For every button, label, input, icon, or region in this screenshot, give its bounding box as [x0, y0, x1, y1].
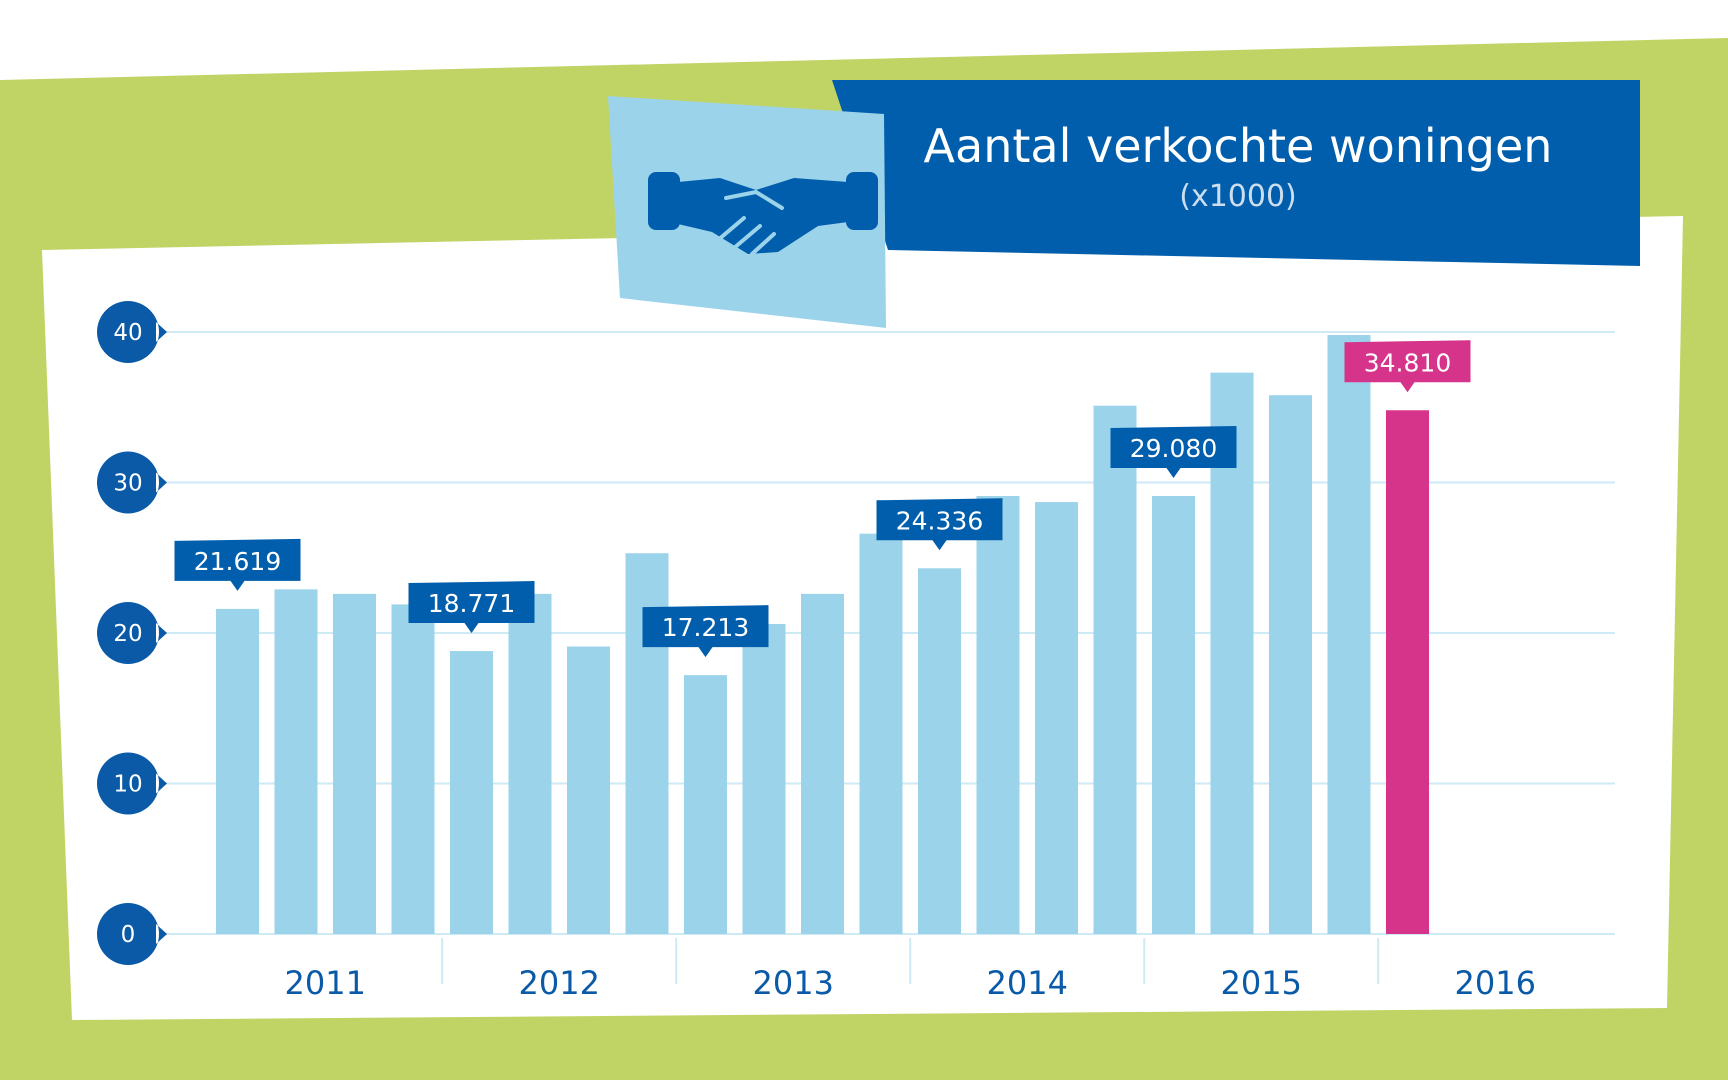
year-label: 2014: [987, 964, 1068, 1002]
y-tick-label: 0: [121, 922, 136, 948]
callout-label: 21.619: [194, 547, 281, 576]
bar: [1035, 502, 1078, 934]
callout-label: 29.080: [1130, 434, 1217, 463]
callout-box: [408, 581, 535, 634]
bars: [216, 335, 1429, 935]
y-tick-marker: [97, 301, 167, 363]
callout-box: [876, 498, 1003, 551]
callout-label: 17.213: [662, 613, 749, 642]
callout-label: 18.771: [428, 589, 515, 618]
bar: [391, 604, 435, 934]
bar: [1386, 410, 1429, 934]
bar: [1327, 335, 1371, 934]
bar: [567, 646, 610, 934]
y-tick-marker: [97, 903, 167, 965]
bar: [450, 651, 493, 934]
callout-label: 24.336: [896, 506, 983, 535]
y-tick-marker: [97, 752, 167, 815]
chart-title: Aantal verkochte woningen: [924, 119, 1553, 173]
chart-subtitle: (x1000): [1179, 179, 1297, 214]
y-tick-label: 40: [113, 320, 142, 346]
year-label: 2012: [519, 964, 600, 1002]
year-label: 2013: [753, 964, 834, 1002]
y-tick-marker: [97, 602, 167, 664]
value-callouts: 21.619 18.771 17.213 24.336 29.080 34.810: [174, 340, 1471, 658]
callout-box: [642, 605, 769, 658]
bar: [801, 593, 844, 934]
bar: [976, 496, 1020, 934]
y-axis-ticks: 0 10 20 30 40: [97, 301, 167, 965]
year-label: 2016: [1455, 964, 1536, 1002]
bar: [684, 675, 727, 934]
y-tick-label: 20: [113, 621, 142, 647]
x-axis-years: 2011 2012 2013 2014 2015 2016: [285, 938, 1536, 1002]
y-tick-label: 10: [113, 772, 142, 798]
year-label: 2011: [285, 964, 366, 1002]
bar: [1093, 405, 1137, 934]
callout-label: 34.810: [1364, 348, 1451, 377]
bar: [1152, 496, 1195, 934]
bar: [859, 533, 903, 934]
handshake-icon: [648, 172, 878, 256]
year-label: 2015: [1221, 964, 1302, 1002]
callout-box: [174, 538, 301, 591]
bar: [918, 568, 961, 934]
title-banner: [832, 80, 1640, 266]
bar: [333, 593, 376, 934]
callout-box: [1344, 340, 1471, 393]
y-tick-marker: [97, 451, 167, 514]
bar: [1269, 395, 1312, 935]
callout-box: [1110, 426, 1237, 479]
bar: [274, 589, 318, 934]
bar: [508, 593, 552, 934]
bar: [742, 623, 786, 934]
bar: [216, 608, 259, 934]
y-tick-label: 30: [113, 471, 142, 497]
